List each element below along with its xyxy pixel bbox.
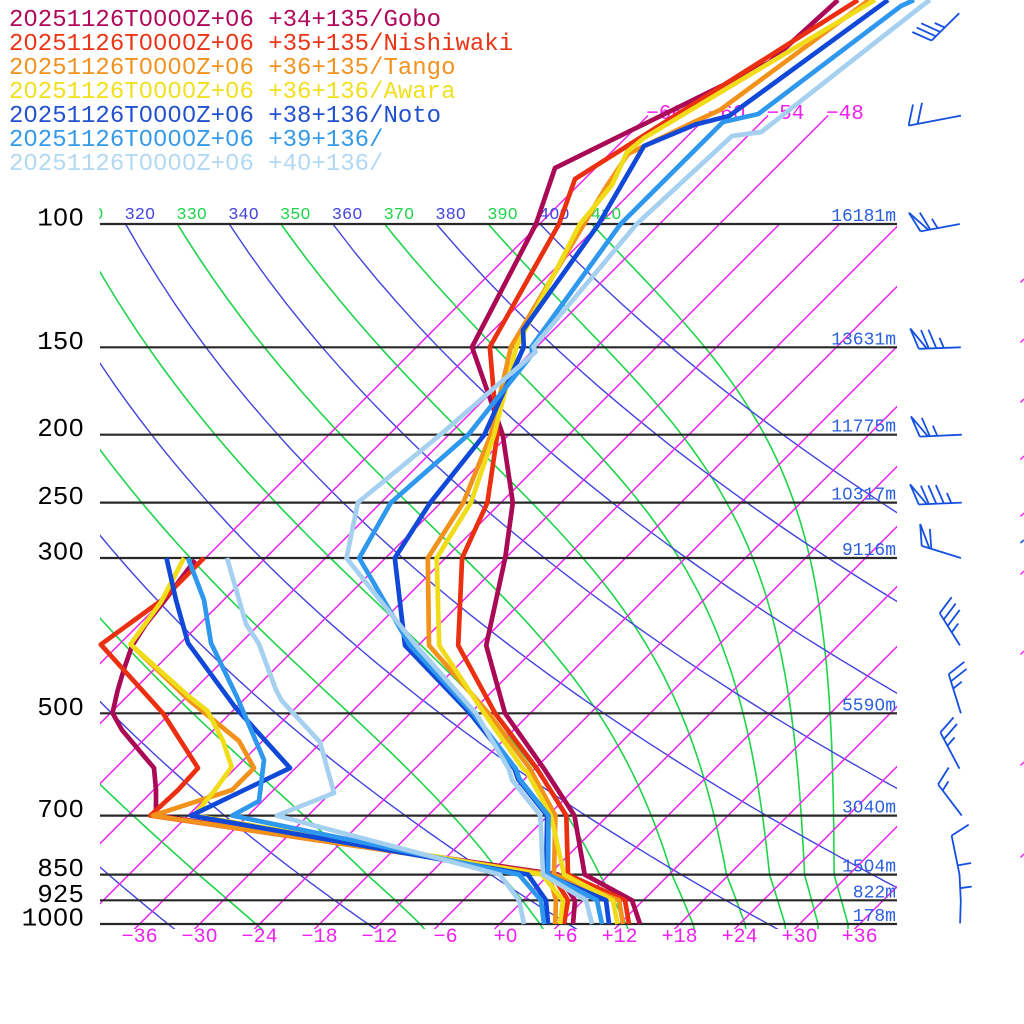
svg-text:13631m: 13631m [831, 330, 896, 350]
svg-text:360: 360 [332, 206, 363, 225]
svg-text:3040m: 3040m [842, 799, 896, 819]
svg-text:−48: −48 [826, 103, 864, 126]
svg-text:+24: +24 [722, 926, 758, 949]
svg-text:20251126T0000Z+06 +40+136/: 20251126T0000Z+06 +40+136/ [9, 151, 383, 178]
svg-text:+18: +18 [662, 926, 698, 949]
svg-text:178m: 178m [853, 907, 896, 927]
svg-text:11775m: 11775m [831, 418, 896, 438]
svg-text:−36: −36 [122, 926, 158, 949]
svg-text:20251126T0000Z+06 +38+136/Noto: 20251126T0000Z+06 +38+136/Noto [9, 103, 441, 130]
svg-text:+30: +30 [782, 926, 818, 949]
svg-text:−12: −12 [362, 926, 398, 949]
svg-text:390: 390 [487, 206, 518, 225]
svg-text:822m: 822m [853, 883, 896, 903]
svg-text:−6: −6 [434, 926, 458, 949]
svg-text:380: 380 [435, 206, 466, 225]
svg-text:20251126T0000Z+06 +36+135/Tang: 20251126T0000Z+06 +36+135/Tango [9, 55, 455, 82]
svg-text:9116m: 9116m [842, 541, 896, 561]
svg-text:−18: −18 [302, 926, 338, 949]
svg-text:340: 340 [228, 206, 259, 225]
svg-text:320: 320 [125, 206, 156, 225]
svg-text:20251126T0000Z+06 +34+135/Gobo: 20251126T0000Z+06 +34+135/Gobo [9, 7, 441, 34]
svg-text:5590m: 5590m [842, 696, 896, 716]
svg-text:−30: −30 [182, 926, 218, 949]
svg-text:+36: +36 [842, 926, 878, 949]
svg-text:20251126T0000Z+06 +39+136/: 20251126T0000Z+06 +39+136/ [9, 127, 383, 154]
svg-text:20251126T0000Z+06 +35+135/Nish: 20251126T0000Z+06 +35+135/Nishiwaki [9, 31, 513, 58]
svg-text:925: 925 [37, 880, 84, 910]
svg-text:370: 370 [384, 206, 415, 225]
svg-text:+6: +6 [554, 926, 578, 949]
svg-text:1000: 1000 [22, 904, 84, 934]
svg-text:+12: +12 [602, 926, 638, 949]
svg-text:16181m: 16181m [831, 207, 896, 227]
svg-text:350: 350 [280, 206, 311, 225]
svg-text:1504m: 1504m [842, 858, 896, 878]
svg-text:330: 330 [176, 206, 207, 225]
svg-text:310: 310 [73, 206, 104, 225]
svg-text:−24: −24 [242, 926, 278, 949]
svg-text:10317m: 10317m [831, 486, 896, 506]
svg-text:+0: +0 [494, 926, 518, 949]
svg-text:20251126T0000Z+06 +36+136/Awar: 20251126T0000Z+06 +36+136/Awara [9, 79, 455, 106]
